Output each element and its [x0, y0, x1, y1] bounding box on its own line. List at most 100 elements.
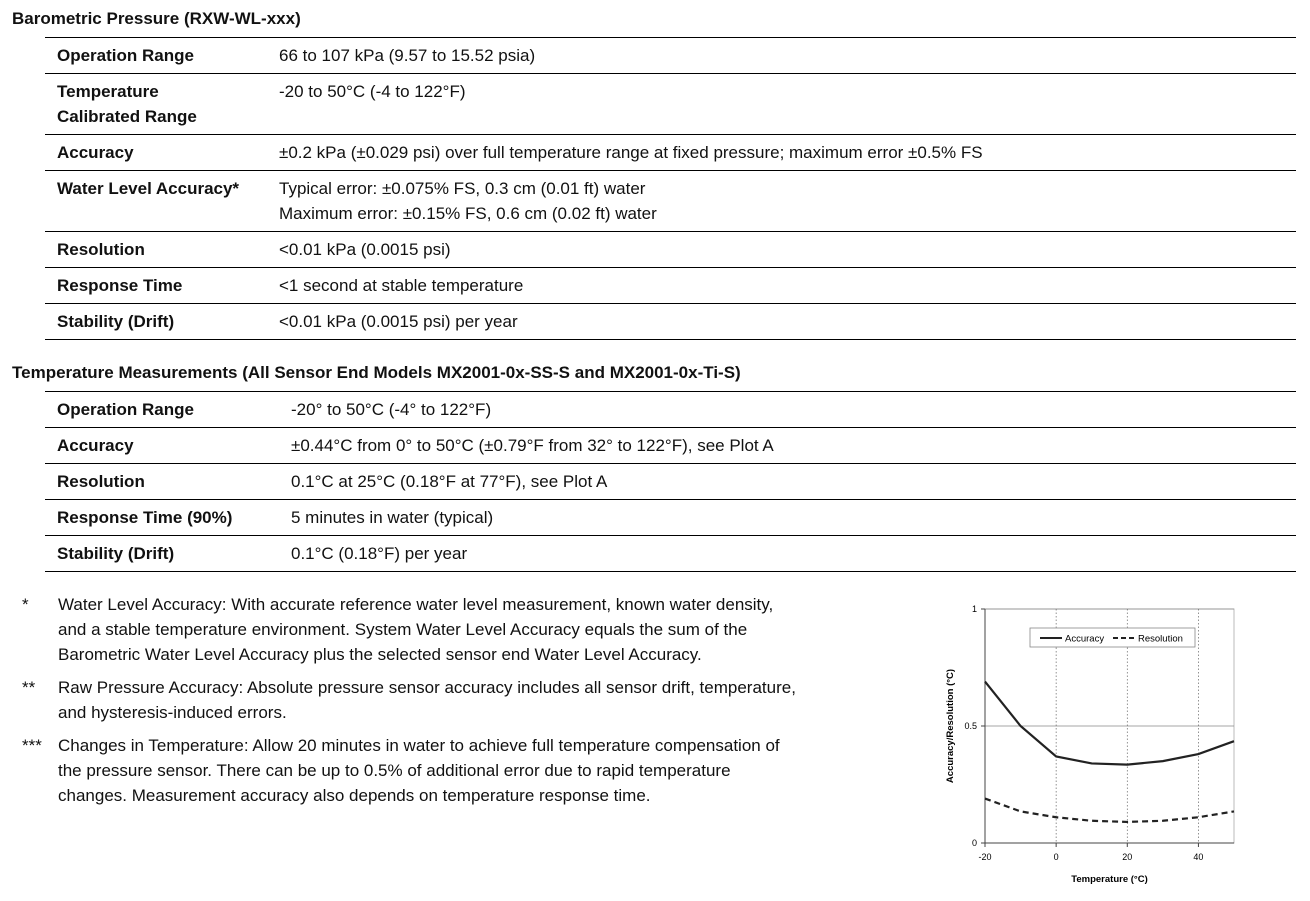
spec-row: Stability (Drift) 0.1°C (0.18°F) per year: [45, 536, 1296, 572]
text-line: and a stable temperature environment. Sy…: [58, 620, 748, 639]
text-line: Accuracy: [57, 436, 134, 455]
y-tick-label: 1: [972, 604, 977, 614]
text-line: ±0.2 kPa (±0.029 psi) over full temperat…: [279, 143, 983, 162]
text-line: Water Level Accuracy: With accurate refe…: [58, 595, 774, 614]
text-line: Barometric Water Level Accuracy plus the…: [58, 645, 702, 664]
text-line: 0.1°C at 25°C (0.18°F at 77°F), see Plot…: [291, 472, 608, 491]
spec-value: 66 to 107 kPa (9.57 to 15.52 psia): [279, 43, 1296, 68]
x-tick-label: 0: [1054, 852, 1059, 862]
text-line: Operation Range: [57, 46, 194, 65]
text-line: <1 second at stable temperature: [279, 276, 524, 295]
text-line: Operation Range: [57, 400, 194, 419]
spec-row: Accuracy ±0.2 kPa (±0.029 psi) over full …: [45, 135, 1296, 171]
spec-label: Resolution: [45, 237, 279, 262]
footnote: *** Changes in Temperature: Allow 20 minu…: [0, 733, 900, 808]
spec-label: Response Time (90%): [45, 505, 291, 530]
spec-row: Accuracy ±0.44°C from 0° to 50°C (±0.79°F…: [45, 428, 1296, 464]
spec-label: Accuracy: [45, 140, 279, 165]
text-line: and hysteresis-induced errors.: [58, 703, 287, 722]
spec-value: -20 to 50°C (-4 to 122°F): [279, 79, 1296, 129]
footnote-mark: **: [22, 678, 36, 697]
spec-value: Typical error: ±0.075% FS, 0.3 cm (0.01 …: [279, 176, 1296, 226]
text-line: -20 to 50°C (-4 to 122°F): [279, 82, 466, 101]
data-line: [984, 680, 1235, 766]
spec-label: Water Level Accuracy*: [45, 176, 279, 226]
text-line: Response Time (90%): [57, 508, 233, 527]
x-axis-label: Temperature (°C): [1071, 874, 1147, 885]
text-line: 66 to 107 kPa (9.57 to 15.52 psia): [279, 46, 536, 65]
text-line: Water Level Accuracy*: [57, 179, 240, 198]
footnote-text: Changes in Temperature: Allow 20 minutes…: [58, 733, 780, 808]
y-tick-label: 0.5: [964, 721, 977, 731]
text-line: ±0.44°C from 0° to 50°C (±0.79°F from 32…: [291, 436, 774, 455]
spec-label: Operation Range: [45, 43, 279, 68]
spec-value: 0.1°C (0.18°F) per year: [291, 541, 1296, 566]
spec-label: Operation Range: [45, 397, 291, 422]
footnote: * Water Level Accuracy: With accurate ref…: [0, 592, 900, 667]
text-line: Accuracy: [57, 143, 134, 162]
section-title: Temperature Measurements (All Sensor End…: [12, 363, 741, 382]
text-line: Stability (Drift): [57, 312, 175, 331]
spec-row: Resolution 0.1°C at 25°C (0.18°F at 77°F)…: [45, 464, 1296, 500]
legend-label: Resolution: [1138, 634, 1183, 645]
footnotes: * Water Level Accuracy: With accurate ref…: [0, 592, 900, 816]
spec-label: Temperature Calibrated Range: [45, 79, 279, 129]
footnote-mark: ***: [22, 736, 42, 755]
text-line: Typical error: ±0.075% FS, 0.3 cm (0.01 …: [279, 179, 646, 198]
text-line: changes. Measurement accuracy also depen…: [58, 786, 651, 805]
spec-value: <1 second at stable temperature: [279, 273, 1296, 298]
text-line: -20° to 50°C (-4° to 122°F): [291, 400, 492, 419]
text-line: 0.1°C (0.18°F) per year: [291, 544, 468, 563]
spec-value: 5 minutes in water (typical): [291, 505, 1296, 530]
spec-value: <0.01 kPa (0.0015 psi) per year: [279, 309, 1296, 334]
y-tick-label: 0: [972, 838, 977, 848]
spec-row: Response Time <1 second at stable tempera…: [45, 268, 1296, 304]
legend-box: [1029, 627, 1196, 648]
spec-value: ±0.44°C from 0° to 50°C (±0.79°F from 32…: [291, 433, 1296, 458]
spec-row: Resolution <0.01 kPa (0.0015 psi): [45, 232, 1296, 268]
spec-value: <0.01 kPa (0.0015 psi): [279, 237, 1296, 262]
spec-label: Stability (Drift): [45, 541, 291, 566]
spec-value: ±0.2 kPa (±0.029 psi) over full temperat…: [279, 140, 1296, 165]
text-line: Changes in Temperature: Allow 20 minutes…: [58, 736, 780, 755]
spec-value: 0.1°C at 25°C (0.18°F at 77°F), see Plot…: [291, 469, 1296, 494]
spec-row: Operation Range -20° to 50°C (-4° to 122°…: [45, 392, 1296, 428]
spec-row: Operation Range 66 to 107 kPa (9.57 to 15…: [45, 38, 1296, 74]
text-line: the pressure sensor. There can be up to …: [58, 761, 731, 780]
x-tick-label: -20: [978, 852, 991, 862]
y-axis-label: Accuracy/Resolution (°C): [945, 669, 956, 783]
footnote-mark: *: [22, 595, 29, 614]
spec-label: Accuracy: [45, 433, 291, 458]
text-line: <0.01 kPa (0.0015 psi) per year: [279, 312, 518, 331]
spec-row: Water Level Accuracy* Typical error: ±0.0…: [45, 171, 1296, 232]
text-line: <0.01 kPa (0.0015 psi): [279, 240, 451, 259]
x-tick-label: 20: [1122, 852, 1132, 862]
text-line: Resolution: [57, 472, 145, 491]
spec-label: Response Time: [45, 273, 279, 298]
text-line: Maximum error: ±0.15% FS, 0.6 cm (0.02 f…: [279, 204, 657, 223]
footnote: ** Raw Pressure Accuracy: Absolute pressu…: [0, 675, 900, 725]
footnote-text: Raw Pressure Accuracy: Absolute pressure…: [58, 675, 796, 725]
spec-label: Stability (Drift): [45, 309, 279, 334]
spec-row: Stability (Drift) <0.01 kPa (0.0015 psi) …: [45, 304, 1296, 340]
section-title: Barometric Pressure (RXW-WL-xxx): [12, 9, 301, 28]
x-tick-label: 40: [1193, 852, 1203, 862]
spec-table: Operation Range 66 to 107 kPa (9.57 to 15…: [45, 37, 1296, 340]
footnote-text: Water Level Accuracy: With accurate refe…: [58, 592, 773, 667]
text-line: Stability (Drift): [57, 544, 175, 563]
legend-label: Accuracy: [1065, 634, 1104, 645]
spec-value: -20° to 50°C (-4° to 122°F): [291, 397, 1296, 422]
text-line: Resolution: [57, 240, 145, 259]
data-line: [984, 797, 1235, 824]
spec-label: Resolution: [45, 469, 291, 494]
spec-table: Operation Range -20° to 50°C (-4° to 122°…: [45, 391, 1296, 572]
text-line: Temperature: [57, 82, 159, 101]
text-line: Raw Pressure Accuracy: Absolute pressure…: [58, 678, 796, 697]
text-line: Calibrated Range: [57, 107, 197, 126]
spec-row: Response Time (90%) 5 minutes in water (t…: [45, 500, 1296, 536]
text-line: 5 minutes in water (typical): [291, 508, 494, 527]
text-line: Response Time: [57, 276, 183, 295]
spec-row: Temperature Calibrated Range -20 to 50°C (…: [45, 74, 1296, 135]
